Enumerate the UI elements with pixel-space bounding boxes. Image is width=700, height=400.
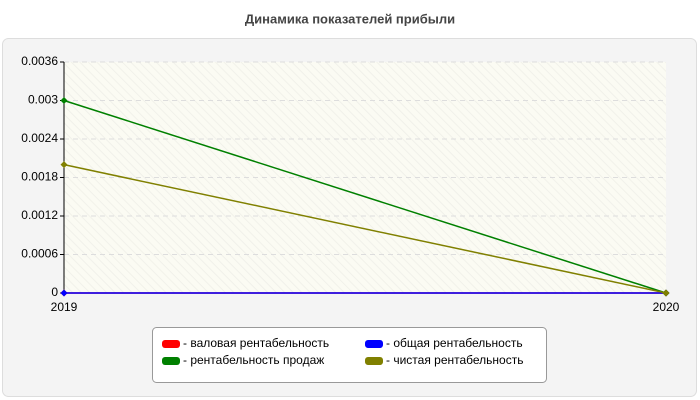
- legend-swatch: [365, 340, 383, 348]
- y-tick-label: 0.003: [28, 93, 58, 107]
- legend-label: - валовая рентабельность: [183, 336, 329, 350]
- point: [60, 161, 68, 169]
- y-tick-label: 0.0036: [21, 54, 58, 68]
- legend-swatch: [162, 357, 180, 365]
- y-tick-label: 0.0012: [21, 208, 58, 222]
- x-tick-label: 2020: [653, 300, 680, 314]
- y-tick-label: 0: [51, 285, 58, 299]
- legend: [152, 327, 547, 383]
- legend-label: - рентабельность продаж: [183, 353, 324, 367]
- legend-swatch: [365, 357, 383, 365]
- point: [60, 97, 68, 104]
- series-line: [63, 163, 667, 294]
- legend-label: - чистая рентабельность: [386, 353, 523, 367]
- legend-swatch: [162, 340, 180, 348]
- y-tick-label: 0.0018: [21, 170, 58, 184]
- y-tick-label: 0.0006: [21, 247, 58, 261]
- point: [60, 289, 68, 297]
- legend-label: - общая рентабельность: [386, 336, 523, 350]
- x-tick-label: 2019: [51, 300, 78, 314]
- series-line: [63, 99, 667, 294]
- y-tick-label: 0.0024: [21, 131, 58, 145]
- chart-title: Динамика показателей прибыли: [245, 11, 455, 26]
- point: [662, 289, 670, 297]
